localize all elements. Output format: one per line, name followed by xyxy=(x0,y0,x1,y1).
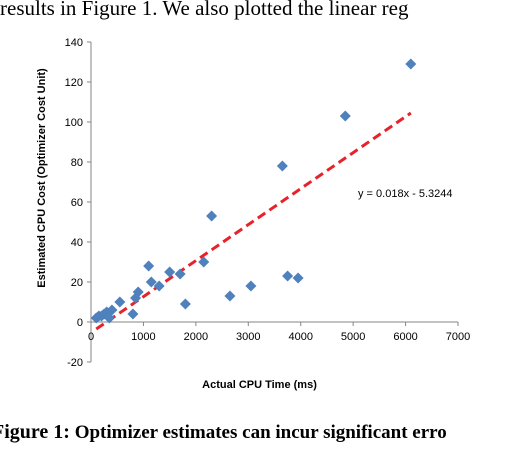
figure-caption: Figure 1: Optimizer estimates can incur … xyxy=(0,421,447,444)
data-point xyxy=(114,296,126,308)
data-point xyxy=(245,280,257,292)
x-tick-label: 0 xyxy=(88,331,94,343)
y-axis-ticks: -20 0 20 40 60 80 100 120 140 xyxy=(65,37,91,369)
data-point xyxy=(127,308,139,320)
data-point xyxy=(143,260,155,272)
y-tick-label: 20 xyxy=(71,277,83,289)
data-point xyxy=(276,160,288,172)
y-tick-label: 100 xyxy=(65,117,83,129)
trendline-equation: y = 0.018x - 5.3244 xyxy=(358,188,452,200)
x-tick-label: 7000 xyxy=(446,331,470,343)
y-axis-title: Estimated CPU Cost (Optimizer Cost Unit) xyxy=(36,68,48,288)
y-tick-label: -20 xyxy=(67,357,83,369)
data-point xyxy=(339,110,351,122)
y-tick-label: 120 xyxy=(65,77,83,89)
data-point xyxy=(198,256,210,268)
linear-trendline xyxy=(95,111,412,331)
x-tick-label: 3000 xyxy=(236,331,260,343)
x-axis-title: Actual CPU Time (ms) xyxy=(202,379,317,391)
data-point xyxy=(153,280,165,292)
data-point xyxy=(174,268,186,280)
caption-text: Optimizer estimates can incur significan… xyxy=(69,422,447,443)
data-point xyxy=(179,298,191,310)
data-point xyxy=(282,270,294,282)
data-points xyxy=(90,58,417,324)
x-tick-label: 4000 xyxy=(288,331,312,343)
body-text-fragment: results in Figure 1. We also plotted the… xyxy=(0,0,409,20)
x-tick-label: 5000 xyxy=(341,331,365,343)
x-tick-label: 6000 xyxy=(393,331,417,343)
data-point xyxy=(145,276,157,288)
data-point xyxy=(405,58,417,70)
data-point xyxy=(206,210,218,222)
y-tick-label: 60 xyxy=(71,197,83,209)
data-point xyxy=(224,290,236,302)
caption-label: Figure 1: xyxy=(0,421,70,443)
y-tick-label: 0 xyxy=(77,317,83,329)
chart-axes xyxy=(90,42,458,362)
y-tick-label: 140 xyxy=(65,37,83,49)
data-point xyxy=(292,272,304,284)
data-point xyxy=(132,286,144,298)
scatter-chart: -20 0 20 40 60 80 100 120 140 0 1000 2000 3000 4000 5… xyxy=(36,37,470,391)
y-tick-label: 80 xyxy=(71,157,83,169)
x-tick-label: 2000 xyxy=(184,331,208,343)
x-axis-ticks: 0 1000 2000 3000 4000 5000 6000 7000 xyxy=(88,322,470,343)
y-tick-label: 40 xyxy=(71,237,83,249)
data-point xyxy=(164,266,176,278)
data-point xyxy=(106,304,118,316)
x-tick-label: 1000 xyxy=(131,331,155,343)
